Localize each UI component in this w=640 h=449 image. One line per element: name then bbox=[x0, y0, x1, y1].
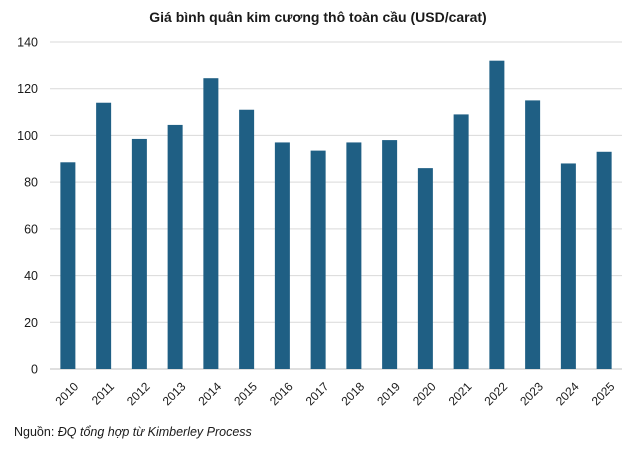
y-tick-label: 60 bbox=[24, 222, 38, 236]
bar-2013 bbox=[167, 124, 183, 370]
y-tick-label: 80 bbox=[24, 176, 38, 190]
y-tick-label: 120 bbox=[17, 82, 38, 96]
x-axis-ticks: 2010 2011 2012 2013 2014 2015 2016 2017 2018 2019… bbox=[52, 379, 617, 408]
x-tick-label: 2014 bbox=[195, 379, 224, 408]
bar-2021 bbox=[453, 114, 469, 370]
bar-2012 bbox=[131, 138, 147, 369]
x-tick-label: 2017 bbox=[303, 379, 332, 408]
source-note: Nguồn: ĐQ tổng hợp từ Kimberley Process bbox=[14, 425, 252, 439]
bar-2020 bbox=[417, 168, 433, 369]
y-tick-label: 100 bbox=[17, 129, 38, 143]
y-axis-ticks: 0 20 40 60 80 100 120 140 bbox=[17, 36, 38, 377]
x-tick-label: 2025 bbox=[589, 379, 618, 408]
x-tick-label: 2021 bbox=[446, 379, 475, 408]
bar-2016 bbox=[274, 142, 290, 369]
bar-2025 bbox=[596, 151, 612, 369]
bar-2017 bbox=[310, 150, 326, 369]
bar-2022 bbox=[489, 60, 505, 369]
bars bbox=[60, 60, 612, 370]
bar-2011 bbox=[96, 102, 112, 369]
chart-title: Giá bình quân kim cương thô toàn cầu (US… bbox=[149, 9, 486, 25]
bar-chart: Giá bình quân kim cương thô toàn cầu (US… bbox=[17, 9, 622, 408]
x-tick-label: 2012 bbox=[124, 379, 153, 408]
bar-2014 bbox=[203, 78, 219, 369]
x-tick-label: 2013 bbox=[160, 379, 189, 408]
x-tick-label: 2023 bbox=[517, 379, 546, 408]
x-tick-label: 2022 bbox=[481, 379, 510, 408]
x-tick-label: 2019 bbox=[374, 379, 403, 408]
source-prefix: Nguồn: bbox=[14, 425, 58, 439]
y-tick-label: 140 bbox=[17, 36, 38, 50]
x-tick-label: 2015 bbox=[231, 379, 260, 408]
x-tick-label: 2016 bbox=[267, 379, 296, 408]
y-tick-label: 40 bbox=[24, 269, 38, 283]
bar-2018 bbox=[346, 142, 362, 369]
bar-2015 bbox=[239, 109, 255, 369]
x-tick-label: 2010 bbox=[52, 379, 81, 408]
bar-2019 bbox=[382, 140, 398, 369]
x-tick-label: 2011 bbox=[89, 379, 117, 407]
source-text: ĐQ tổng hợp từ Kimberley Process bbox=[57, 425, 252, 439]
bar-2010 bbox=[60, 162, 76, 369]
y-tick-label: 20 bbox=[24, 316, 38, 330]
x-tick-label: 2024 bbox=[553, 379, 582, 408]
x-tick-label: 2020 bbox=[410, 379, 439, 408]
bar-2023 bbox=[525, 100, 541, 370]
bar-2024 bbox=[560, 163, 576, 369]
x-tick-label: 2018 bbox=[338, 379, 367, 408]
y-tick-label: 0 bbox=[31, 363, 38, 377]
